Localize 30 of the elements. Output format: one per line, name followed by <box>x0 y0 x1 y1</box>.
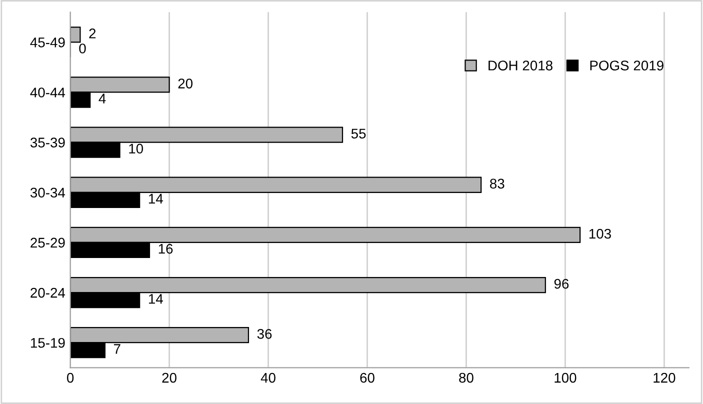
legend-label: DOH 2018 <box>488 60 552 70</box>
data-label: 16 <box>158 244 173 254</box>
x-tick-label: 80 <box>459 372 474 383</box>
x-tick-label: 40 <box>260 372 276 383</box>
x-tick-label: 120 <box>654 372 676 383</box>
data-label: 96 <box>554 278 569 289</box>
y-tick-label: 40-44 <box>30 88 66 98</box>
data-label: 0 <box>79 44 86 54</box>
data-label: 36 <box>257 328 272 339</box>
legend-label: POGS 2019 <box>590 60 664 70</box>
y-tick-label: 15-19 <box>30 338 65 348</box>
y-tick-label: 20-24 <box>30 288 66 298</box>
data-label: 14 <box>148 294 163 304</box>
data-label: 7 <box>114 344 120 354</box>
y-tick-label: 45-49 <box>30 38 65 48</box>
data-label: 55 <box>351 128 366 139</box>
x-tick-label: 60 <box>360 372 374 383</box>
y-tick-label: 25-29 <box>30 238 65 248</box>
data-label: 103 <box>589 228 611 239</box>
data-label: 20 <box>178 78 193 88</box>
x-tick-label: 20 <box>162 372 176 383</box>
data-label: 4 <box>98 94 106 104</box>
x-tick-label: 0 <box>66 372 74 383</box>
data-label: 83 <box>490 178 504 189</box>
y-tick-label: 35-39 <box>30 138 65 148</box>
data-label: 14 <box>148 194 163 204</box>
x-tick-label: 100 <box>554 372 576 383</box>
y-tick-label: 30-34 <box>30 188 66 198</box>
data-label: 2 <box>89 28 96 38</box>
data-label: 10 <box>129 144 144 154</box>
